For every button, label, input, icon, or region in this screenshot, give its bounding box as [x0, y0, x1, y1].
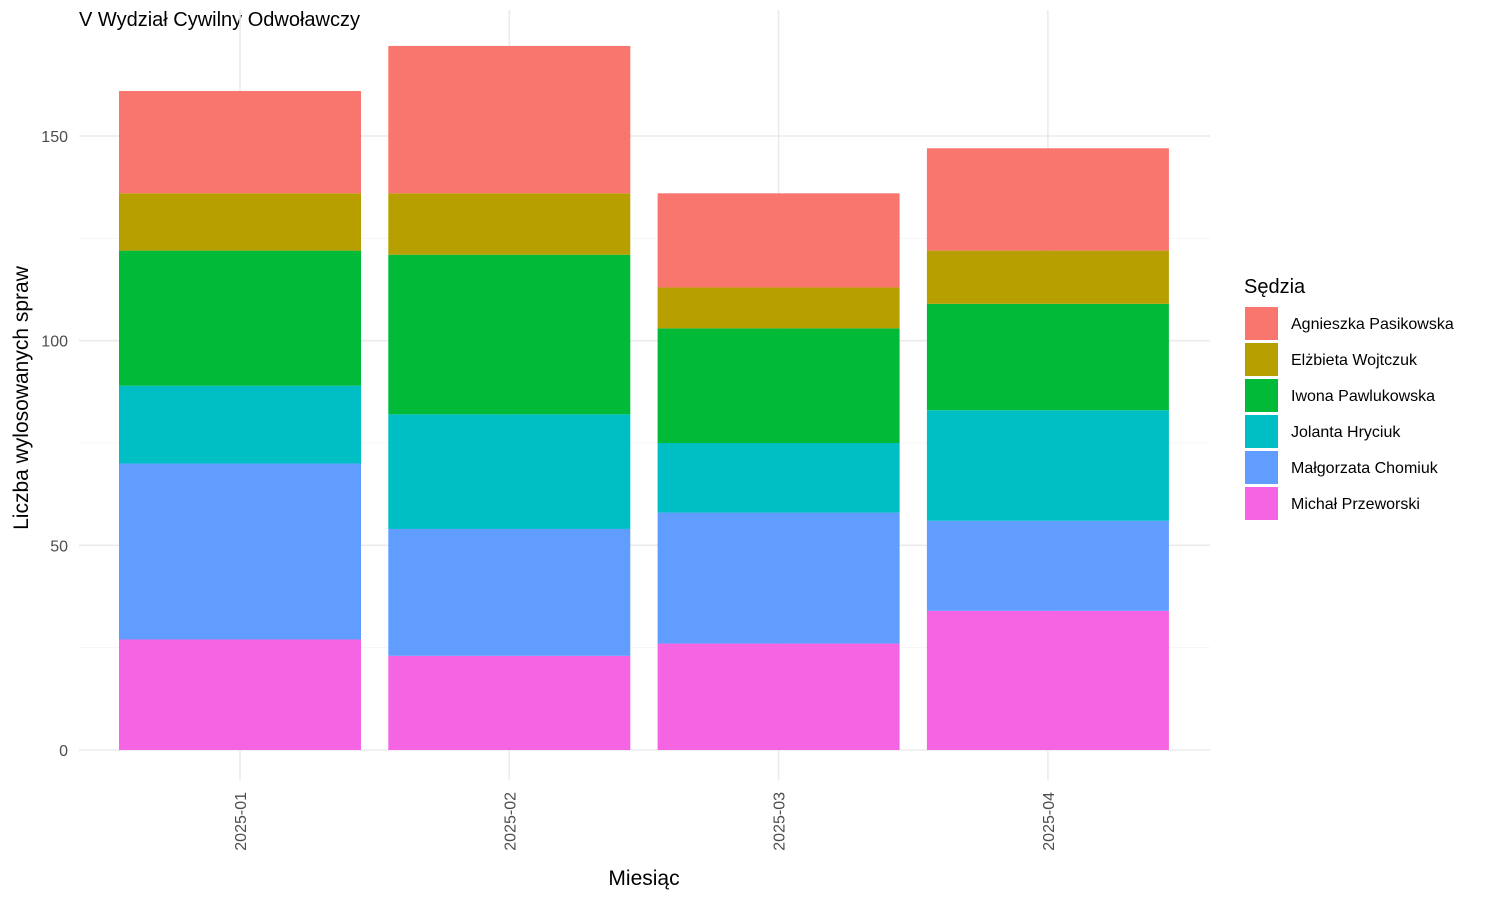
- x-tick-label: 2025-03: [772, 792, 789, 851]
- legend: Sędzia Agnieszka Pasikowska Elżbieta Wojt…: [1244, 276, 1454, 520]
- bar-segment: [926, 148, 1169, 251]
- bar-segment: [657, 328, 900, 443]
- x-tick-label: 2025-04: [1041, 792, 1058, 851]
- legend-swatch: [1245, 487, 1278, 520]
- y-tick-label: 50: [50, 538, 68, 555]
- legend-label: Elżbieta Wojtczuk: [1291, 352, 1418, 369]
- legend-label: Michał Przeworski: [1291, 496, 1420, 513]
- bar-segment: [388, 193, 631, 255]
- x-axis-ticks: 2025-01 2025-02 2025-03 2025-04: [233, 792, 1058, 851]
- legend-title: Sędzia: [1244, 276, 1306, 298]
- bar-segment: [388, 45, 631, 194]
- legend-swatch: [1245, 451, 1278, 484]
- y-axis-title: Liczba wylosowanych spraw: [10, 265, 33, 530]
- y-tick-label: 150: [41, 129, 68, 146]
- bar-segment: [926, 303, 1169, 411]
- bar-segment: [388, 414, 631, 529]
- bar-segment: [119, 90, 361, 194]
- bar-segment: [119, 463, 361, 640]
- legend-swatch: [1245, 307, 1278, 340]
- x-tick-label: 2025-02: [502, 792, 519, 851]
- x-axis-title: Miesiąc: [608, 867, 679, 890]
- legend-label: Iwona Pawlukowska: [1291, 388, 1435, 405]
- bar-segment: [657, 287, 900, 329]
- legend-label: Agnieszka Pasikowska: [1291, 316, 1454, 333]
- bar-segment: [119, 385, 361, 464]
- legend-items: Agnieszka Pasikowska Elżbieta Wojtczuk Iwo…: [1245, 307, 1454, 520]
- y-tick-label: 0: [59, 743, 68, 760]
- legend-label: Małgorzata Chomiuk: [1291, 460, 1439, 477]
- y-axis-ticks: 0 50 100 150: [41, 129, 68, 760]
- bar-segment: [657, 643, 900, 750]
- bar-segment: [926, 520, 1169, 611]
- legend-swatch: [1245, 379, 1278, 412]
- bar-segment: [657, 443, 900, 513]
- bar-segment: [388, 254, 631, 415]
- chart-title: V Wydział Cywilny Odwoławczy: [79, 9, 360, 31]
- bar-segment: [657, 512, 900, 644]
- bar-segment: [119, 639, 361, 750]
- bars: [119, 45, 1169, 750]
- bar-segment: [119, 193, 361, 251]
- y-tick-label: 100: [41, 334, 68, 351]
- bar-segment: [926, 410, 1169, 521]
- bar-segment: [657, 193, 900, 288]
- bar-segment: [388, 528, 631, 656]
- bar-segment: [926, 250, 1169, 304]
- legend-swatch: [1245, 415, 1278, 448]
- x-tick-label: 2025-01: [233, 792, 250, 851]
- legend-label: Jolanta Hryciuk: [1291, 424, 1401, 441]
- bar-segment: [119, 250, 361, 386]
- legend-swatch: [1245, 343, 1278, 376]
- bar-segment: [926, 610, 1169, 750]
- bar-segment: [388, 655, 631, 750]
